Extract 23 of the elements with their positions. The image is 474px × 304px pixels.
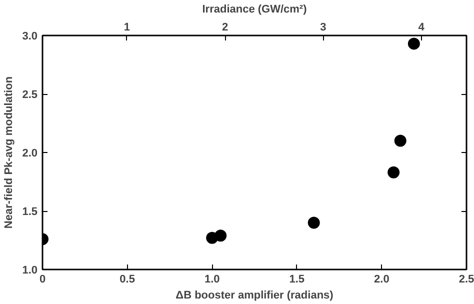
x-tick-label: 0.5	[120, 274, 135, 286]
point	[214, 230, 227, 242]
point	[308, 216, 320, 229]
x-axis-title: ΔB booster amplifier (radians)	[176, 290, 334, 302]
x-tick-label: 1.5	[289, 274, 305, 286]
y-tick-label: 2.0	[22, 148, 38, 160]
x-tick-label: 2.5	[458, 274, 474, 286]
x2-tick-label: 3	[320, 22, 326, 34]
y-tick-label: 1.0	[22, 264, 38, 276]
y-axis-title: Near-field Pk-avg modulation	[3, 76, 16, 229]
x2-tick-label: 4	[418, 22, 426, 34]
point	[388, 166, 400, 178]
x-tick-label: 2.0	[374, 274, 390, 286]
y-tick-label: 2.5	[22, 89, 38, 101]
x2-tick-label: 1	[124, 22, 130, 34]
x-tick-label: 1.0	[204, 274, 220, 286]
x-tick-label: 0	[39, 274, 46, 286]
x2-tick-label: 2	[222, 22, 228, 34]
x2-axis-title: Irradiance (GW/cm²)	[202, 4, 308, 16]
y-tick-label: 1.5	[22, 206, 38, 218]
y-tick-label: 3.0	[22, 30, 38, 42]
point	[394, 134, 406, 147]
point	[408, 38, 420, 50]
